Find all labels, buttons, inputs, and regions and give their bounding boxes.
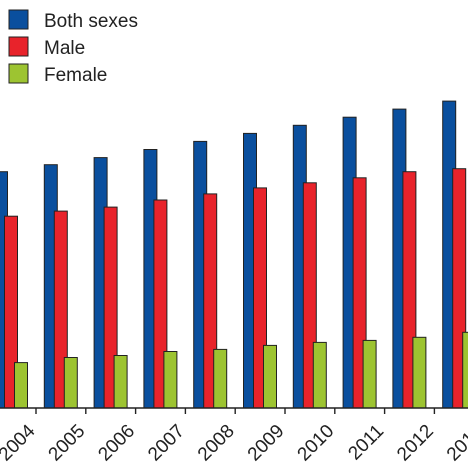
x-tick-labels-layer: 2004 2005 2006 2007 2008 2009 2010 2011 2012 2013: [0, 420, 468, 465]
legend: Both sexes Male Female: [8, 9, 138, 86]
x-tick-label-2005: 2005: [45, 421, 90, 466]
bar-female-2009: [263, 344, 277, 409]
bar-female-2004: [14, 362, 28, 409]
bar-female-2012: [412, 336, 427, 409]
bars-layer: [0, 100, 468, 409]
bar-female-2013: [462, 331, 468, 409]
x-tick-label-2010: 2010: [294, 421, 339, 466]
x-tick-label-2011: 2011: [344, 421, 388, 465]
x-tick-label-2004: 2004: [0, 420, 40, 465]
legend-swatch-female: [8, 63, 29, 84]
legend-label-both-sexes: Both sexes: [44, 11, 138, 32]
x-tick-label-2008: 2008: [194, 421, 239, 466]
bar-female-2006: [113, 355, 128, 409]
x-tick-label-2007: 2007: [144, 421, 189, 466]
x-tick-label-2006: 2006: [94, 421, 139, 466]
bar-female-2008: [213, 348, 228, 409]
x-tick-label-2009: 2009: [244, 421, 289, 466]
bar-female-2005: [63, 357, 78, 409]
legend-label-male: Male: [44, 38, 85, 59]
bar-female-2007: [163, 351, 178, 409]
x-ticks-layer: [35, 408, 436, 414]
bar-female-2011: [362, 339, 377, 409]
legend-swatch-both-sexes: [8, 9, 29, 30]
x-tick-label-2013: 2013: [443, 421, 468, 466]
x-tick-label-2012: 2012: [393, 421, 438, 466]
bar-female-2010: [312, 341, 327, 409]
legend-label-female: Female: [44, 65, 107, 86]
legend-swatch-male: [8, 36, 29, 57]
